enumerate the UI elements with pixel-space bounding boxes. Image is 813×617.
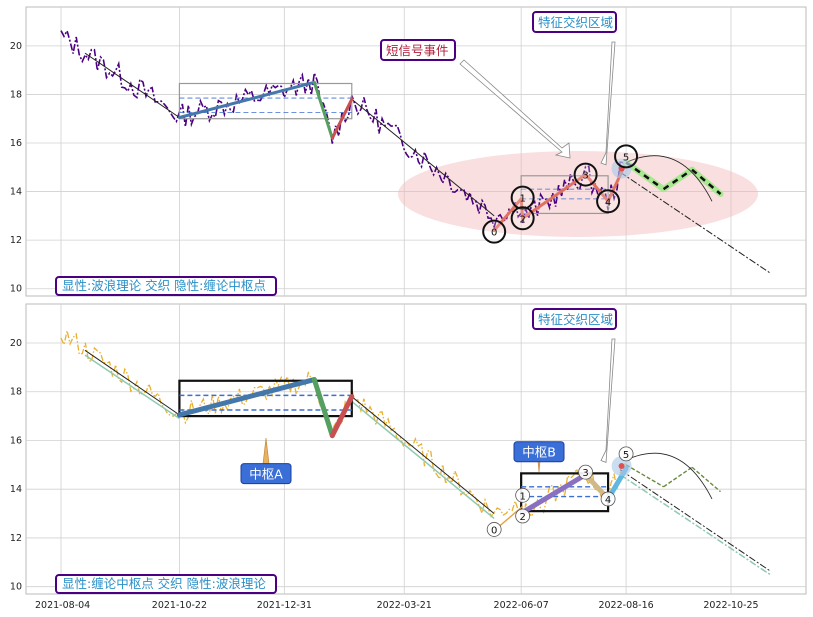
x-tick-label: 2022-08-16 <box>598 600 653 611</box>
trend-line <box>351 396 495 514</box>
y-tick-label: 14 <box>10 484 22 495</box>
y-tick-label: 10 <box>10 582 22 593</box>
y-tick-label: 16 <box>10 138 22 149</box>
trend-line <box>84 349 180 416</box>
future-wave <box>625 464 664 488</box>
y-tick-label: 18 <box>10 89 22 100</box>
wave-segment <box>312 80 334 140</box>
projection-line <box>619 469 771 572</box>
wave-segment <box>330 97 354 140</box>
x-tick-label: 2021-08-04 <box>35 600 90 611</box>
wave-point-label: 0 <box>491 228 497 239</box>
x-axis: 2021-08-04 2021-10-22 2021-12-31 2022-03-21… <box>35 600 759 611</box>
wave-point-label: 4 <box>605 197 611 208</box>
wave-segment <box>176 377 317 418</box>
region-annotation: 特征交织区域 <box>538 15 613 30</box>
x-tick-label: 2021-10-22 <box>152 600 207 611</box>
price-series <box>60 330 627 521</box>
wave-point-label: 2 <box>519 214 525 225</box>
future-wave <box>691 466 721 493</box>
signal-arrow <box>459 59 571 159</box>
x-tick-label: 2022-10-25 <box>703 600 758 611</box>
y-tick-label: 10 <box>10 284 22 295</box>
wave-segment <box>311 377 335 439</box>
zhongshu-b-label-box <box>513 441 565 463</box>
zhongshu-a-label-box <box>240 463 292 485</box>
wave-point-label: 4 <box>605 495 611 506</box>
y-tick-label: 18 <box>10 387 22 398</box>
panel-label-box <box>55 276 277 296</box>
wave-point-marker <box>515 487 531 503</box>
wave-point-marker <box>510 206 535 231</box>
signal-annotation-box <box>380 39 456 61</box>
wave-point-marker <box>510 185 535 210</box>
wave-point-label: 0 <box>491 525 497 536</box>
region-annotation-box <box>532 11 617 33</box>
y-tick-label: 16 <box>10 435 22 446</box>
trend-line <box>351 98 495 217</box>
wave-point-marker <box>596 189 621 214</box>
trend-line <box>84 52 180 118</box>
region-arrow <box>600 338 616 463</box>
wave-point-label: 3 <box>582 171 588 182</box>
future-wave <box>662 168 693 191</box>
zhongshu-b-label: 中枢B <box>522 445 556 460</box>
wave-point-marker <box>600 491 616 507</box>
trend-line <box>351 400 495 520</box>
wave-point-label: 3 <box>582 468 588 479</box>
wave-point-marker <box>618 446 634 462</box>
future-wave <box>689 166 724 197</box>
x-tick-label: 2022-03-21 <box>377 600 432 611</box>
wave-segment <box>584 173 610 203</box>
region-arrow <box>600 41 616 166</box>
y-tick-label: 20 <box>10 41 22 52</box>
x-tick-label: 2022-06-07 <box>494 600 549 611</box>
signal-annotation: 短信号事件 <box>386 43 449 58</box>
wave-point-label: 5 <box>623 152 629 163</box>
y-tick-label: 12 <box>10 235 22 246</box>
wave-point-marker <box>515 508 531 524</box>
wave-point-label: 1 <box>519 194 525 205</box>
wave-segment <box>177 80 316 119</box>
panel-label: 显性:缠论中枢点 交织 隐性:波浪理论 <box>62 576 266 591</box>
y-tick-label: 12 <box>10 533 22 544</box>
y-tick-label: 14 <box>10 187 22 198</box>
wave-point-marker <box>573 162 598 187</box>
zhongshu-box-b <box>520 175 609 215</box>
panel-label: 显性:波浪理论 交织 隐性:缠论中枢点 <box>62 278 266 293</box>
projection-line <box>619 171 771 274</box>
future-wave <box>625 161 665 191</box>
wave-segment <box>492 197 523 232</box>
panel-label-box <box>55 574 277 594</box>
projection-line <box>619 473 771 576</box>
highlight-region <box>398 151 758 237</box>
wave-segment <box>520 472 589 515</box>
y-tick-label: 20 <box>10 338 22 349</box>
wave-point-marker <box>578 464 594 480</box>
wave-point-marker <box>486 522 502 537</box>
signal-dot <box>618 463 625 470</box>
wave-segment <box>329 394 355 439</box>
trend-line <box>84 354 180 420</box>
wave-point-label: 2 <box>519 512 525 523</box>
x-tick-label: 2021-12-31 <box>257 600 312 611</box>
wave-point-label: 5 <box>623 450 629 461</box>
region-annotation-box <box>532 308 617 330</box>
wave-point-marker <box>614 144 639 169</box>
region-annotation: 特征交织区域 <box>538 312 613 327</box>
wave-segment <box>521 173 588 220</box>
projection-arc <box>625 452 713 500</box>
wave-point-marker <box>482 219 507 244</box>
zhongshu-a-label: 中枢A <box>249 467 283 482</box>
wave-point-label: 1 <box>519 491 525 502</box>
